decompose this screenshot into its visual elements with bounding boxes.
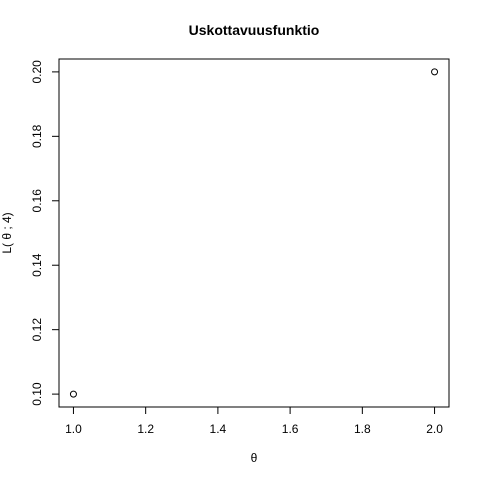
chart-title: Uskottavuusfunktio — [189, 22, 320, 38]
x-tick-label: 1.8 — [354, 422, 371, 436]
y-tick-label: 0.12 — [30, 318, 44, 342]
y-tick-label: 0.20 — [30, 60, 44, 84]
data-points — [69, 68, 439, 398]
x-axis-label: θ — [251, 451, 258, 465]
y-tick-label: 0.16 — [30, 189, 44, 213]
x-tick-label: 2.0 — [426, 422, 443, 436]
x-tick-label: 1.2 — [137, 422, 154, 436]
x-axis: 1.0 1.2 1.4 1.6 1.8 2.0 — [65, 406, 443, 436]
data-point — [69, 390, 77, 398]
y-tick-label: 0.10 — [30, 382, 44, 406]
y-axis: 0.10 0.12 0.14 0.16 0.18 0.20 — [30, 60, 60, 406]
x-tick-label: 1.4 — [210, 422, 227, 436]
x-tick-label: 1.0 — [65, 422, 82, 436]
plot-frame — [58, 58, 450, 408]
x-tick-label: 1.6 — [282, 422, 299, 436]
y-axis-label: L( θ ; 4) — [0, 212, 14, 253]
data-point — [431, 68, 439, 76]
y-tick-label: 0.14 — [30, 253, 44, 277]
y-tick-label: 0.18 — [30, 124, 44, 148]
